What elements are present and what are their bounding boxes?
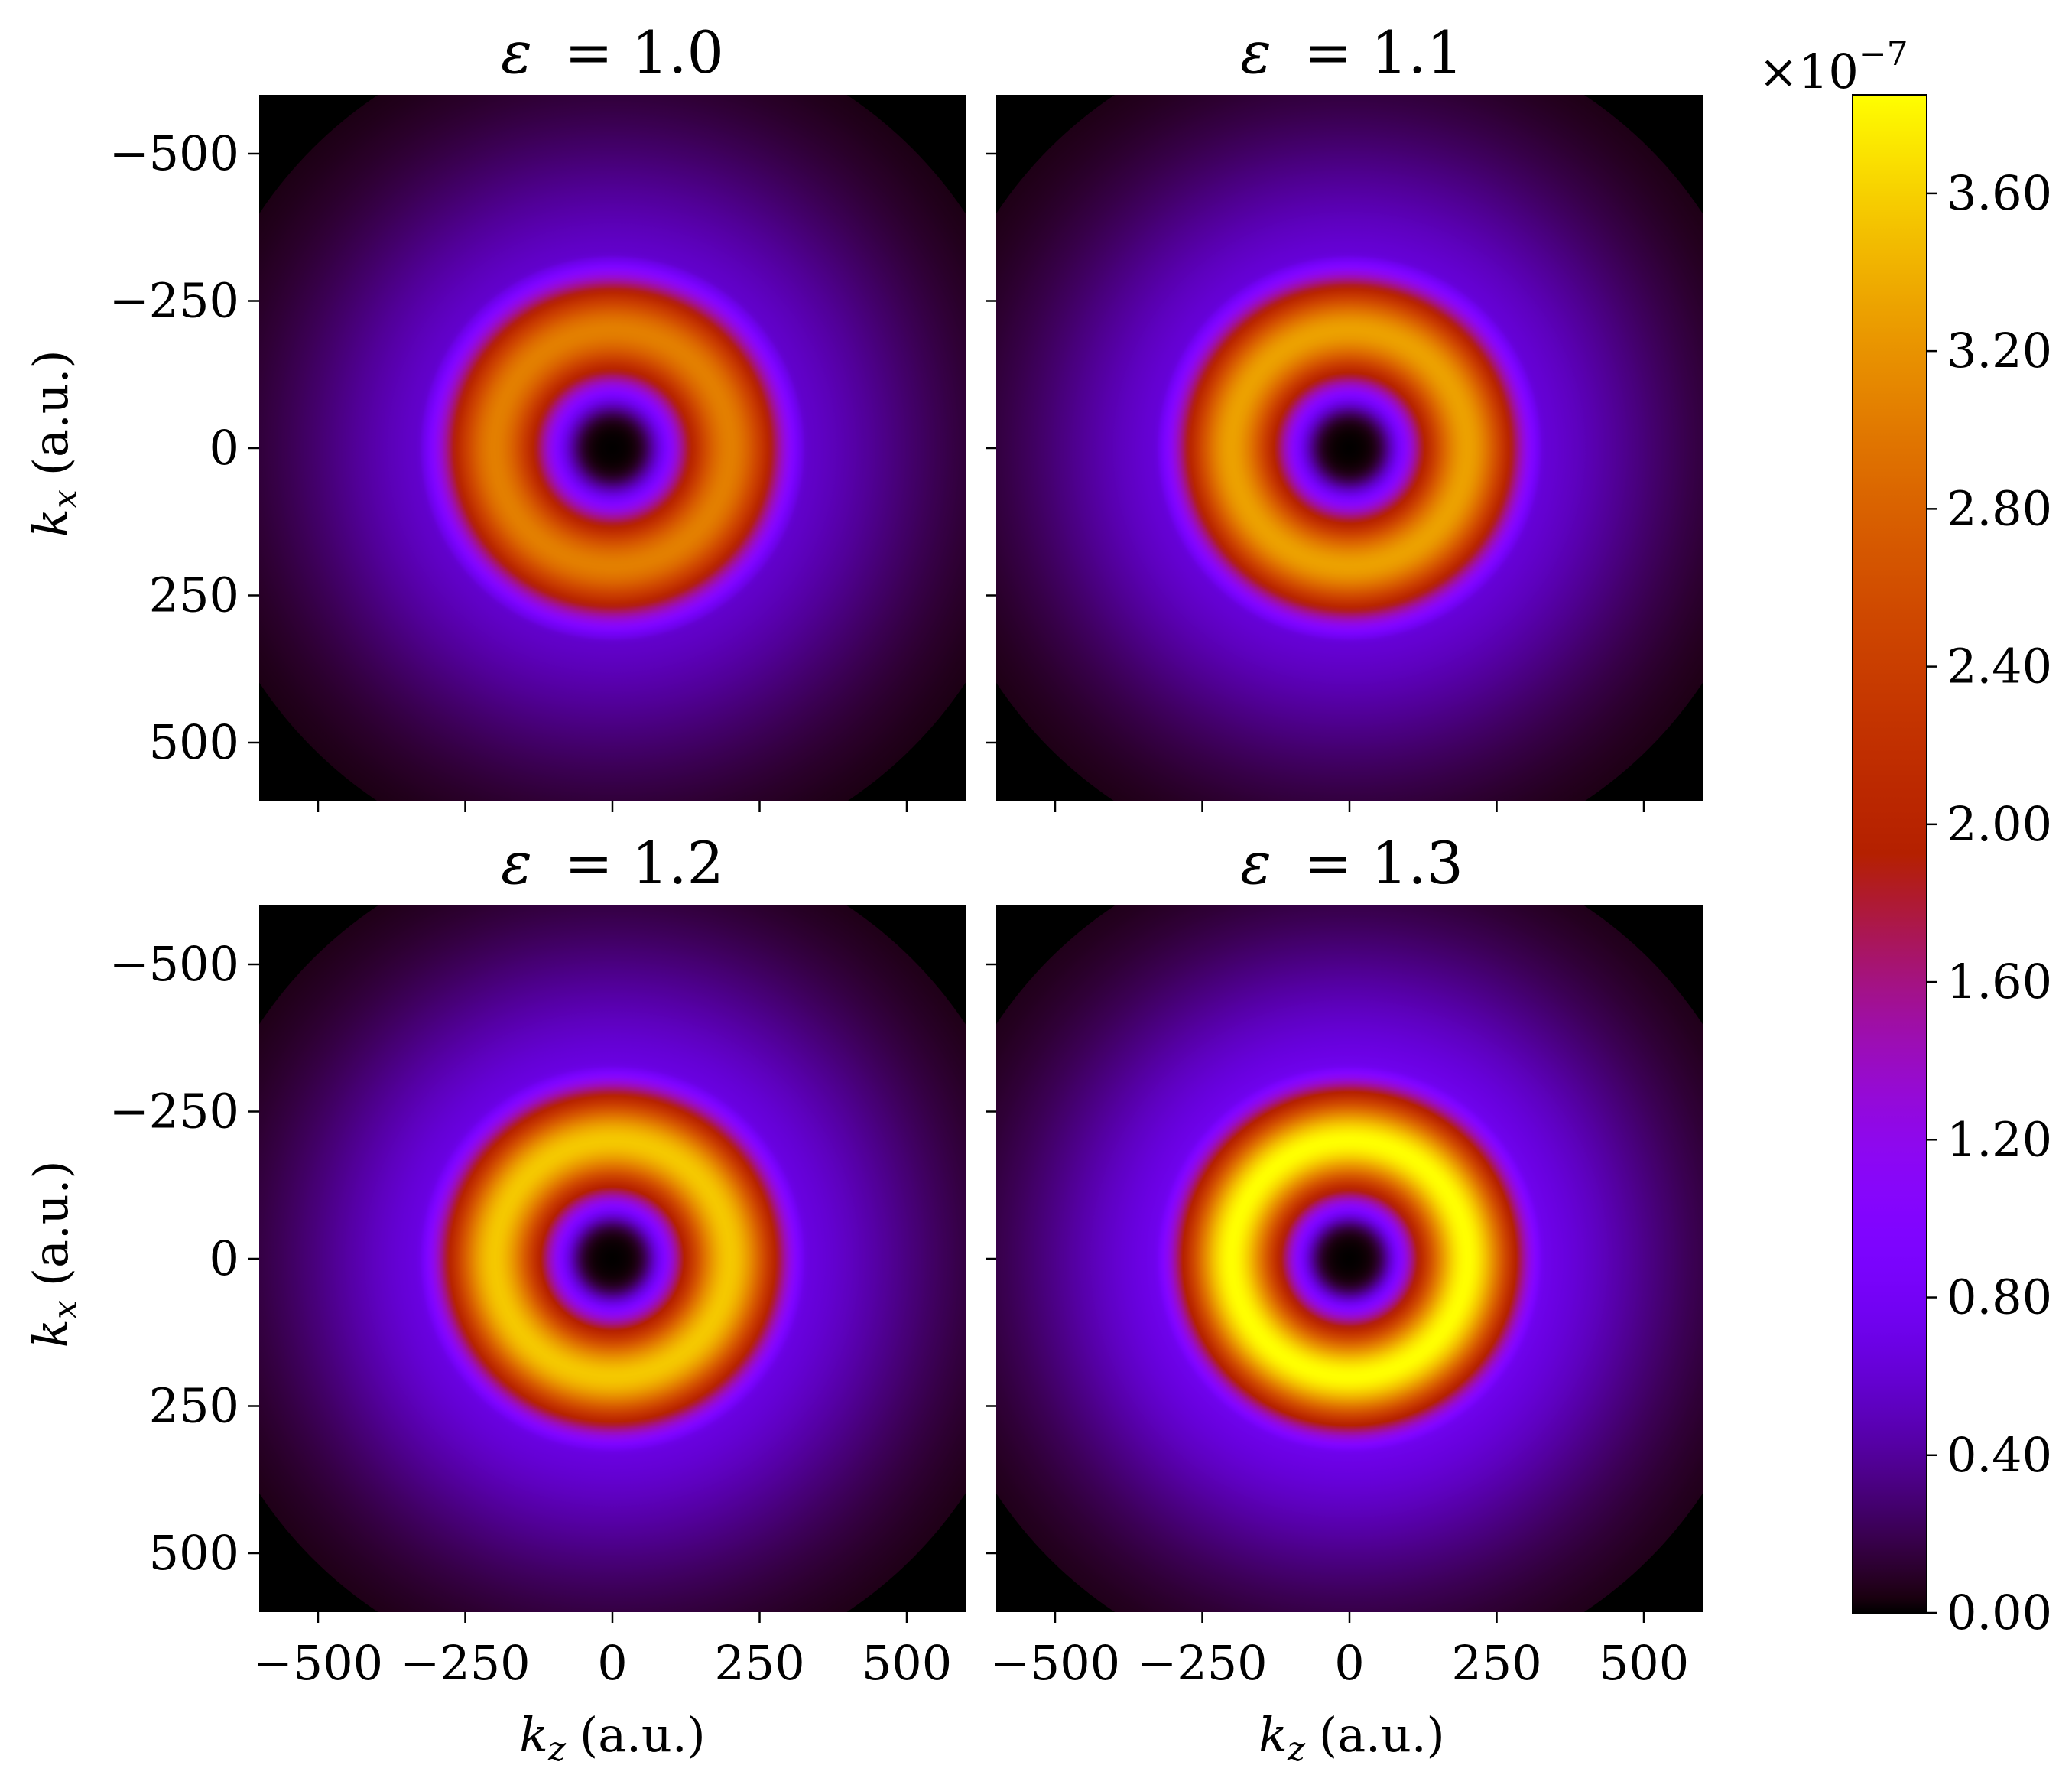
x-tick-label: 500 xyxy=(1599,1635,1689,1691)
panel-title-value-0: = 1.0 xyxy=(564,18,724,86)
heatmap-panel-1 xyxy=(996,95,1703,801)
panel-title-symbol-3: ε xyxy=(1240,829,1271,897)
x-tick-label: −500 xyxy=(253,1635,383,1691)
x-axis-label-sub-right: z xyxy=(1287,1730,1306,1769)
x-axis-label-left: kz (a.u.) xyxy=(519,1707,705,1769)
x-tick-label: −250 xyxy=(400,1635,530,1691)
x-tick-label: −500 xyxy=(990,1635,1120,1691)
panel-title-symbol-2: ε xyxy=(501,829,532,897)
colorbar-tick-label: 1.60 xyxy=(1947,954,2052,1009)
x-axis-label-unit-right: (a.u.) xyxy=(1319,1707,1445,1763)
panel-title-1: ε = 1.1 xyxy=(1240,18,1463,86)
heatmap-image xyxy=(996,95,1703,801)
y-axis-label-var-bottom: k xyxy=(23,1319,79,1348)
heatmap-image xyxy=(259,95,966,801)
y-tick-label: 500 xyxy=(149,1525,239,1581)
x-tick-label: 500 xyxy=(862,1635,952,1691)
x-tick-label: 0 xyxy=(1334,1635,1364,1691)
y-tick-label: 500 xyxy=(149,714,239,770)
colorbar-tick-label: 0.40 xyxy=(1947,1427,2052,1483)
axis-ticks: 500 250 0 −250 −500 −500 −250 0 250 500 500 250 0 −25… xyxy=(109,125,1689,1691)
y-axis-label-unit-top: (a.u.) xyxy=(23,349,79,476)
x-tick-label: 0 xyxy=(597,1635,627,1691)
heatmap-image xyxy=(996,905,1703,1612)
x-axis-label-unit-left: (a.u.) xyxy=(580,1707,706,1763)
panel-title-symbol-0: ε xyxy=(501,18,532,86)
y-axis-label-top: kx (a.u.) xyxy=(23,349,85,537)
x-axis-label-right: kz (a.u.) xyxy=(1258,1707,1444,1769)
panel-title-value-2: = 1.2 xyxy=(564,829,724,897)
y-tick-label: −500 xyxy=(109,125,239,181)
colorbar-scale-base: ×10 xyxy=(1759,44,1859,99)
y-tick-label: 250 xyxy=(149,1378,239,1434)
x-axis-label-var-right: k xyxy=(1258,1707,1288,1763)
colorbar-scale-exp: −7 xyxy=(1859,34,1908,73)
y-tick-label: 0 xyxy=(209,1230,239,1286)
colorbar: 0.00 0.40 0.80 1.20 1.60 2.00 2.40 2.80 3.20 3.60 xyxy=(1852,94,2052,1640)
panel-title-symbol-1: ε xyxy=(1240,18,1271,86)
x-tick-label: 250 xyxy=(1451,1635,1541,1691)
panel-title-value-3: = 1.3 xyxy=(1304,829,1463,897)
x-tick-label: −250 xyxy=(1137,1635,1267,1691)
panel-title-0: ε = 1.0 xyxy=(501,18,724,86)
x-axis-label-sub-left: z xyxy=(547,1730,567,1769)
x-axis-label-var-left: k xyxy=(519,1707,548,1763)
colorbar-gradient xyxy=(1852,94,1927,1614)
y-tick-label: −250 xyxy=(109,1084,239,1139)
panel-title-value-1: = 1.1 xyxy=(1304,18,1463,86)
y-axis-label-sub-bottom: x xyxy=(46,1300,85,1319)
y-axis-label-unit-bottom: (a.u.) xyxy=(23,1160,79,1286)
colorbar-tick-label: 2.80 xyxy=(1947,480,2052,536)
colorbar-tick-label: 0.80 xyxy=(1947,1269,2052,1325)
y-axis-label-sub-top: x xyxy=(46,489,85,509)
heatmap-panel-0 xyxy=(259,95,966,801)
y-axis-label-bottom: kx (a.u.) xyxy=(23,1160,85,1348)
panel-title-2: ε = 1.2 xyxy=(501,829,724,897)
x-tick-label: 250 xyxy=(714,1635,804,1691)
colorbar-tick-label: 1.20 xyxy=(1947,1111,2052,1167)
y-tick-label: 0 xyxy=(209,420,239,476)
y-tick-label: −500 xyxy=(109,936,239,992)
colorbar-tick-label: 0.00 xyxy=(1947,1585,2052,1640)
colorbar-scale-label: ×10−7 xyxy=(1759,34,1908,99)
colorbar-tick-label: 3.20 xyxy=(1947,323,2052,379)
colorbar-tick-label: 2.00 xyxy=(1947,796,2052,852)
y-tick-label: −250 xyxy=(109,273,239,329)
y-tick-label: 250 xyxy=(149,567,239,623)
heatmap-image xyxy=(259,905,966,1612)
colorbar-tick-label: 3.60 xyxy=(1947,165,2052,221)
y-axis-label-var-top: k xyxy=(23,509,79,538)
heatmap-panel-2 xyxy=(259,905,966,1612)
colorbar-tick-label: 2.40 xyxy=(1947,639,2052,694)
heatmap-panel-3 xyxy=(996,905,1703,1612)
panel-title-3: ε = 1.3 xyxy=(1240,829,1463,897)
